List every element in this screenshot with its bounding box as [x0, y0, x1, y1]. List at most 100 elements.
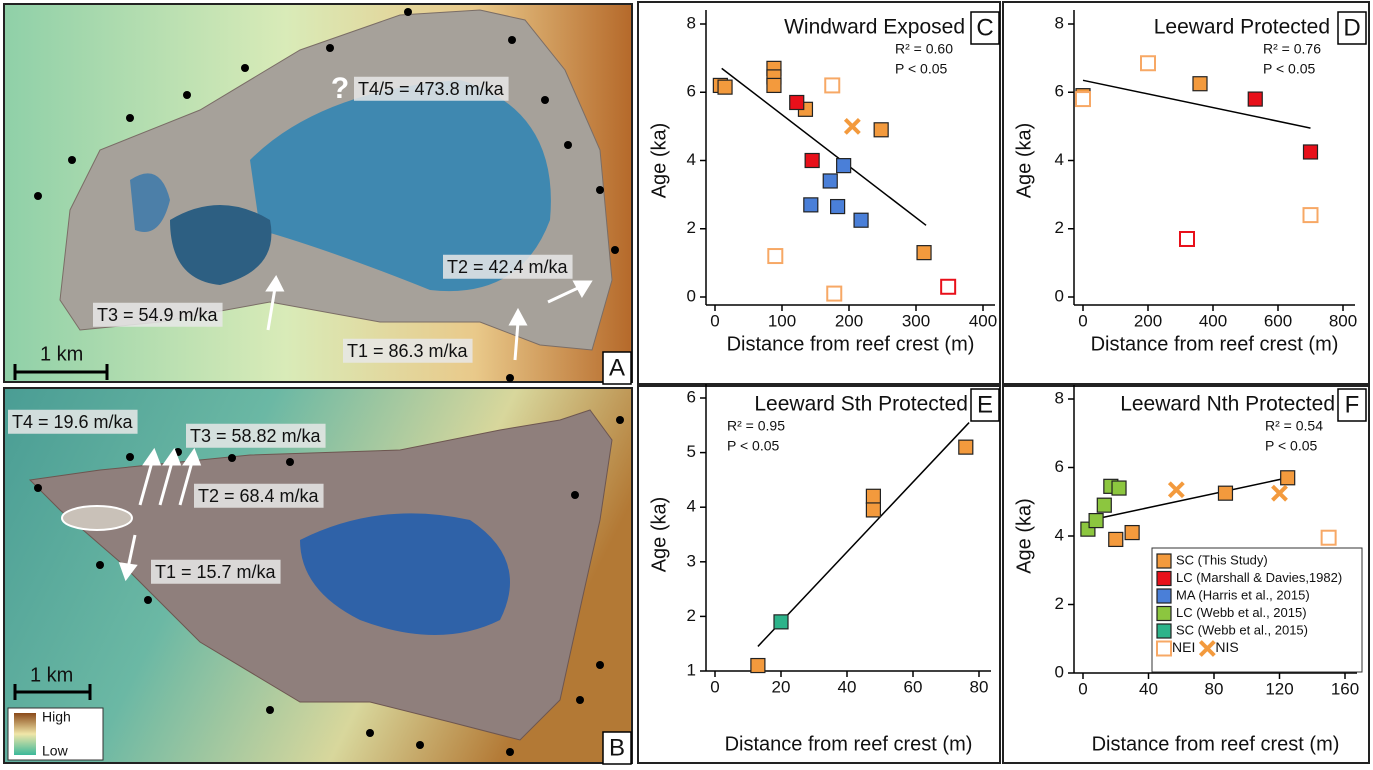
- r-squared: R² = 0.95: [727, 418, 785, 434]
- p-value: P < 0.05: [1263, 61, 1316, 77]
- x-tick-label: 400: [1199, 311, 1227, 330]
- square-marker: [1157, 572, 1171, 586]
- panel-letter: C: [976, 14, 993, 41]
- rate-label: T2 = 42.4 m/ka: [447, 257, 569, 277]
- square-marker: [1125, 526, 1139, 540]
- square-marker: [805, 154, 819, 168]
- square-marker: [751, 659, 765, 673]
- figure: T4/5 = 473.8 m/kaT2 = 42.4 m/kaT3 = 54.9…: [0, 0, 1373, 765]
- open-square-marker: [825, 78, 839, 92]
- y-axis-title: Age (ka): [648, 123, 670, 199]
- open-square-marker: [768, 249, 782, 263]
- open-square-marker: [1157, 642, 1171, 656]
- square-marker: [1112, 481, 1126, 495]
- x-tick-label: 800: [1329, 311, 1357, 330]
- square-marker: [1089, 514, 1103, 528]
- x-axis-title: Distance from reef crest (m): [1091, 333, 1339, 355]
- y-tick-label: 6: [687, 82, 696, 101]
- panel-letter: F: [1345, 391, 1360, 418]
- r-squared: R² = 0.60: [895, 41, 953, 57]
- y-tick-label: 6: [687, 387, 696, 406]
- square-marker: [1097, 498, 1111, 512]
- square-marker: [917, 246, 931, 260]
- x-tick-label: 80: [1205, 679, 1224, 698]
- x-tick-label: 0: [710, 311, 719, 330]
- rate-label: T3 = 58.82 m/ka: [190, 426, 322, 446]
- panel-letter: A: [609, 354, 625, 381]
- legend-label: LC (Marshall & Davies,1982): [1176, 570, 1342, 585]
- square-marker: [767, 78, 781, 92]
- chart-title: Leeward Sth Protected: [754, 393, 968, 416]
- p-value: P < 0.05: [727, 438, 780, 454]
- x-axis-title: Distance from reef crest (m): [725, 733, 973, 755]
- y-tick-label: 8: [1055, 388, 1064, 407]
- y-axis-title: Age (ka): [648, 497, 670, 573]
- square-marker: [854, 213, 868, 227]
- square-marker: [1248, 92, 1262, 106]
- square-marker: [1281, 471, 1295, 485]
- y-tick-label: 4: [687, 150, 696, 169]
- square-marker: [831, 200, 845, 214]
- open-square-marker: [827, 287, 841, 301]
- legend-label: NIS: [1215, 639, 1238, 655]
- trend-line: [758, 423, 969, 647]
- chart-title: Leeward Protected: [1154, 16, 1330, 39]
- square-marker: [837, 159, 851, 173]
- scale-label: 1 km: [40, 343, 83, 365]
- y-tick-label: 2: [687, 606, 696, 625]
- y-tick-label: 5: [687, 442, 696, 461]
- x-tick-label: 400: [969, 311, 997, 330]
- x-tick-label: 80: [970, 677, 989, 696]
- rate-label: T2 = 68.4 m/ka: [198, 486, 320, 506]
- y-tick-label: 4: [1055, 150, 1064, 169]
- rate-label: T4/5 = 473.8 m/ka: [358, 79, 505, 99]
- x-tick-label: 200: [1134, 311, 1162, 330]
- open-square-marker: [1141, 56, 1155, 70]
- y-axis-title: Age (ka): [1013, 498, 1035, 574]
- square-marker: [823, 174, 837, 188]
- square-marker: [1157, 589, 1171, 603]
- x-tick-label: 40: [1139, 679, 1158, 698]
- x-tick-label: 120: [1265, 679, 1293, 698]
- y-tick-label: 1: [687, 660, 696, 679]
- x-tick-label: 0: [710, 677, 719, 696]
- question-mark: ?: [331, 72, 349, 105]
- square-marker: [804, 198, 818, 212]
- y-tick-label: 4: [687, 497, 696, 516]
- panel-frame: [1003, 2, 1369, 384]
- x-tick-label: 0: [1078, 311, 1087, 330]
- y-tick-label: 2: [1055, 594, 1064, 613]
- x-marker: [1169, 483, 1183, 497]
- colorbar: [14, 713, 36, 755]
- x-tick-label: 200: [835, 311, 863, 330]
- square-marker: [866, 503, 880, 517]
- square-marker: [774, 615, 788, 629]
- x-tick-label: 60: [904, 677, 923, 696]
- y-tick-label: 6: [1055, 457, 1064, 476]
- square-marker: [718, 80, 732, 94]
- open-square-marker: [1322, 531, 1336, 545]
- legend-label: SC (This Study): [1176, 552, 1268, 567]
- chart-title: Windward Exposed: [784, 16, 965, 39]
- x-tick-label: 20: [772, 677, 791, 696]
- r-squared: R² = 0.76: [1263, 41, 1321, 57]
- y-tick-label: 0: [1055, 286, 1064, 305]
- panel-letter: E: [977, 391, 993, 418]
- panel-letter: D: [1343, 14, 1360, 41]
- square-marker: [1157, 624, 1171, 638]
- rate-label: T1 = 86.3 m/ka: [347, 341, 469, 361]
- square-marker: [866, 489, 880, 503]
- y-tick-label: 2: [1055, 218, 1064, 237]
- x-axis-title: Distance from reef crest (m): [727, 333, 975, 355]
- x-tick-label: 40: [838, 677, 857, 696]
- y-tick-label: 0: [1055, 662, 1064, 681]
- square-marker: [959, 440, 973, 454]
- y-tick-label: 2: [687, 218, 696, 237]
- trend-line: [722, 68, 926, 225]
- square-marker: [1157, 607, 1171, 621]
- open-square-marker: [941, 280, 955, 294]
- y-axis-title: Age (ka): [1013, 123, 1035, 199]
- open-square-marker: [1076, 92, 1090, 106]
- x-tick-label: 0: [1078, 679, 1087, 698]
- square-marker: [1193, 77, 1207, 91]
